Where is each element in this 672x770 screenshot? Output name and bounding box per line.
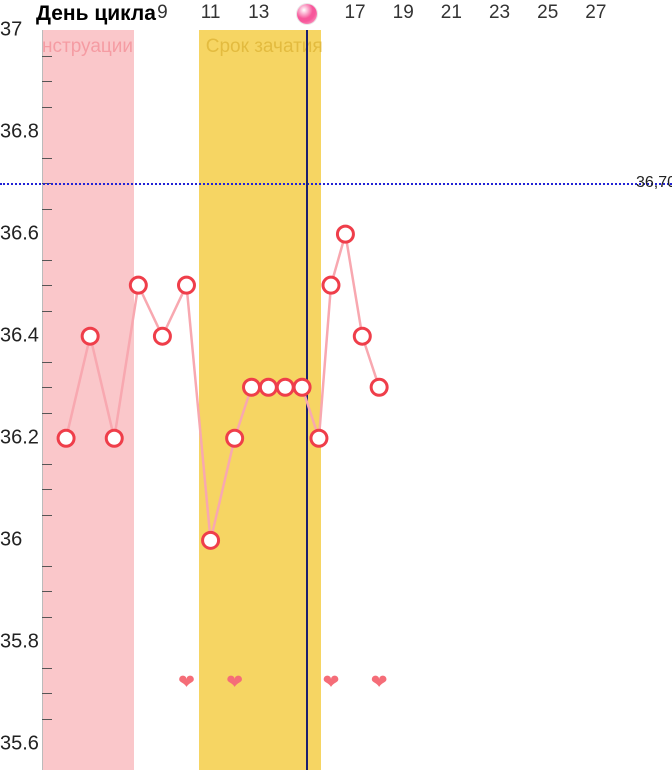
data-point[interactable] — [82, 328, 98, 344]
data-point[interactable] — [311, 430, 327, 446]
y-tick: 36.2 — [0, 427, 39, 450]
y-tick: 36.4 — [0, 325, 39, 348]
y-tick: 36.6 — [0, 223, 39, 246]
data-point[interactable] — [294, 379, 310, 395]
data-point[interactable] — [58, 430, 74, 446]
y-tick: 37 — [0, 19, 22, 42]
heart-icon: ❤ — [371, 670, 388, 695]
y-tick: 36 — [0, 529, 22, 552]
data-point[interactable] — [244, 379, 260, 395]
x-tick: 19 — [393, 2, 414, 24]
data-point[interactable] — [154, 328, 170, 344]
data-point[interactable] — [354, 328, 370, 344]
heart-icon: ❤ — [178, 670, 195, 695]
x-tick: 23 — [489, 2, 510, 24]
y-tick: 36.8 — [0, 121, 39, 144]
y-tick: 35.8 — [0, 631, 39, 654]
heart-icon: ❤ — [226, 670, 243, 695]
x-tick: 21 — [441, 2, 462, 24]
ovulation-marker-icon — [297, 4, 317, 24]
y-tick: 35.6 — [0, 733, 39, 756]
data-point[interactable] — [260, 379, 276, 395]
x-tick: 27 — [585, 2, 606, 24]
temperature-series — [0, 0, 672, 770]
x-tick: 11 — [201, 2, 221, 24]
data-point[interactable] — [323, 277, 339, 293]
data-point[interactable] — [130, 277, 146, 293]
x-tick: 17 — [344, 2, 365, 24]
data-point[interactable] — [203, 532, 219, 548]
data-point[interactable] — [106, 430, 122, 446]
x-tick: 13 — [248, 2, 269, 24]
data-point[interactable] — [371, 379, 387, 395]
data-point[interactable] — [178, 277, 194, 293]
data-point[interactable] — [227, 430, 243, 446]
x-tick: 25 — [537, 2, 558, 24]
xaxis-title: День цикла — [36, 2, 156, 26]
data-point[interactable] — [277, 379, 293, 395]
heart-icon: ❤ — [323, 670, 340, 695]
data-point[interactable] — [337, 226, 353, 242]
x-tick: 9 — [157, 2, 168, 24]
